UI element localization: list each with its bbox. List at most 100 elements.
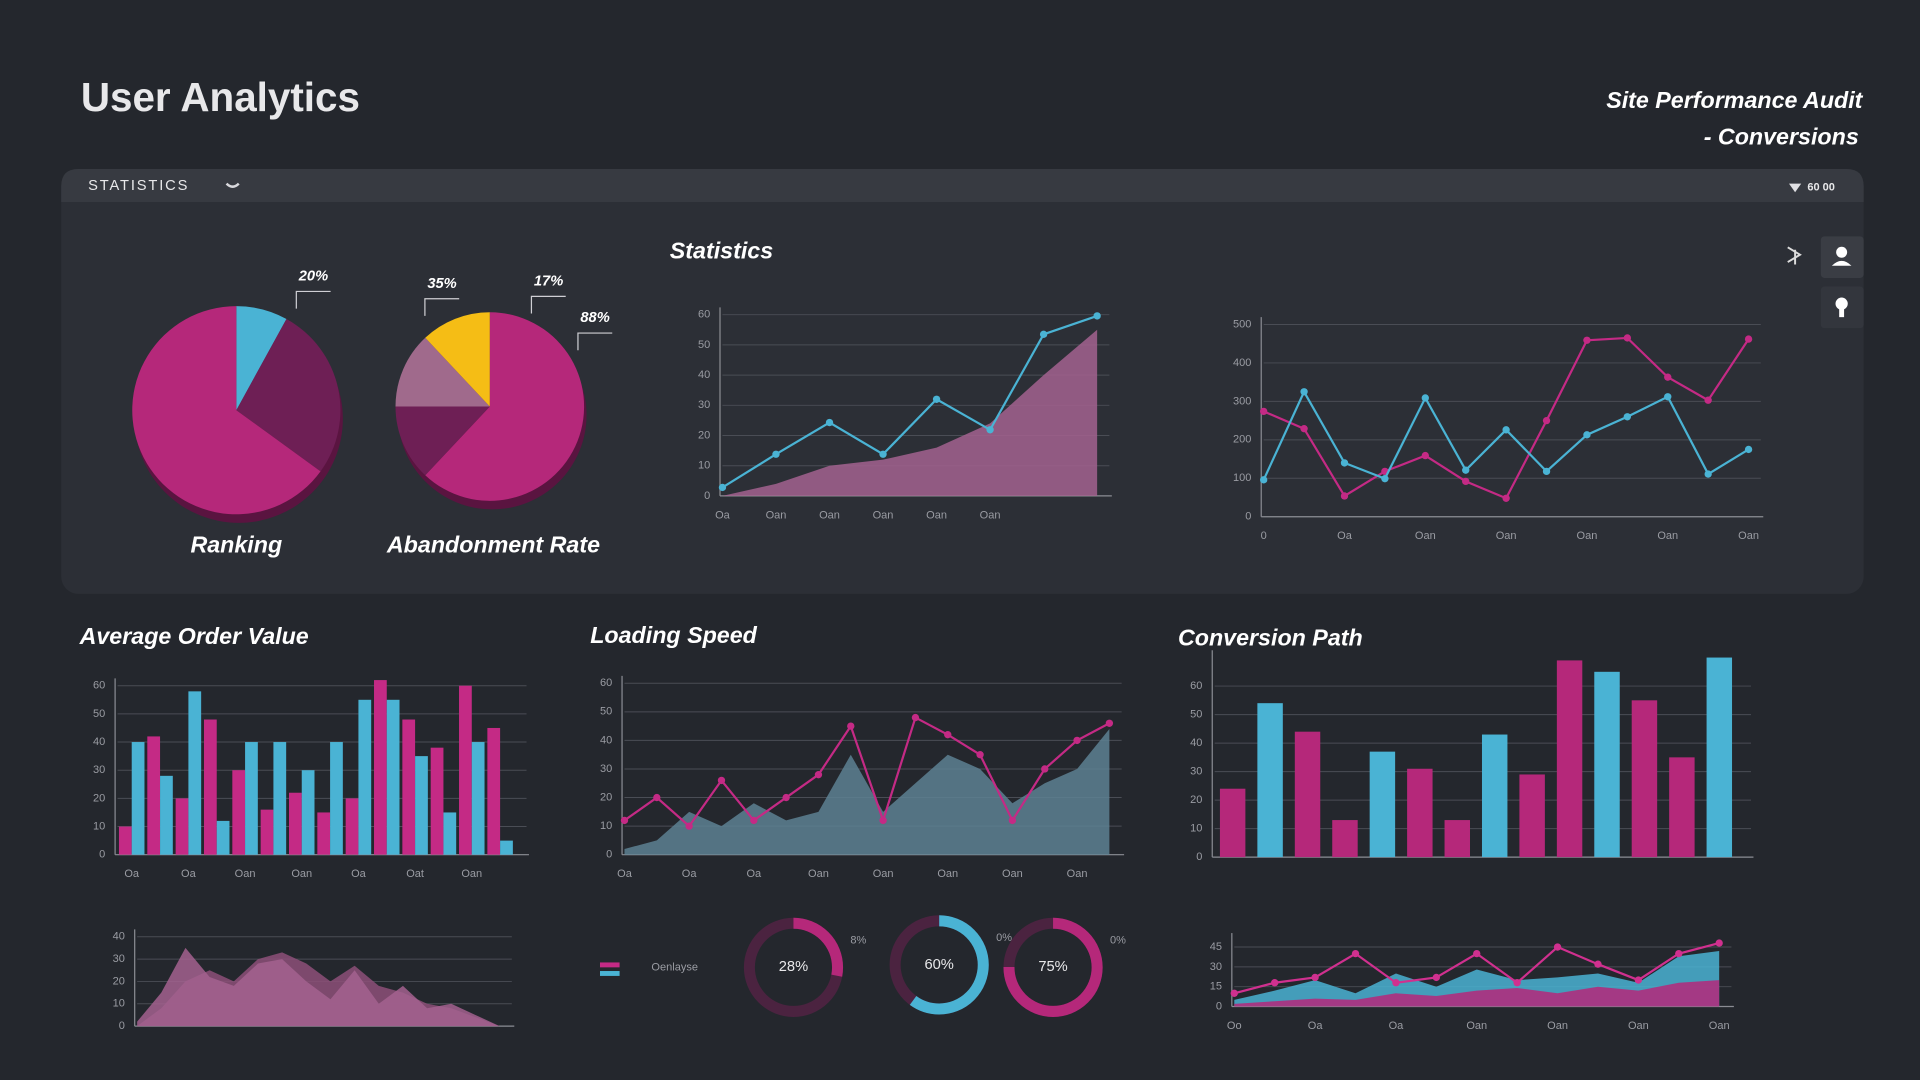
x-tick-label: Oa xyxy=(682,868,698,880)
point xyxy=(1513,979,1521,987)
y-tick-label: 0 xyxy=(606,849,612,861)
chart-title: Average Order Value xyxy=(79,623,309,649)
y-tick-label: 20 xyxy=(1190,794,1202,806)
y-tick-label: 60 xyxy=(1190,680,1202,692)
point xyxy=(1744,335,1753,343)
area xyxy=(624,728,1110,855)
point xyxy=(1462,477,1470,486)
leader-line xyxy=(577,332,613,351)
x-tick-label: Oan xyxy=(1657,530,1678,542)
x-tick-label: 0 xyxy=(1261,530,1267,542)
toolbar-dropdown[interactable]: STATISTICS xyxy=(88,178,189,194)
chart-title: Statistics xyxy=(670,237,773,263)
point xyxy=(1351,949,1360,958)
bar xyxy=(1369,751,1396,858)
bar xyxy=(175,798,189,855)
point xyxy=(1473,949,1481,958)
donut-side-label: 8% xyxy=(850,934,866,946)
pie-title: Ranking xyxy=(190,531,282,557)
point xyxy=(1421,394,1429,402)
subtitle: Site Performance Audit xyxy=(1606,87,1863,113)
pie-slice xyxy=(395,337,490,407)
point xyxy=(620,816,629,825)
donut-side-label: 0% xyxy=(996,932,1012,944)
point xyxy=(1340,492,1349,500)
chevron[interactable] xyxy=(225,182,240,188)
x-tick-label: Oan xyxy=(808,868,829,880)
bar xyxy=(1332,820,1358,858)
bulb-icon xyxy=(1839,308,1845,318)
legend-swatch xyxy=(600,971,620,976)
chart-title: Conversion Path xyxy=(1178,624,1363,650)
x-tick-label: Oan xyxy=(1547,1020,1568,1032)
y-tick-label: 30 xyxy=(1190,766,1202,778)
pie-annotation: 35% xyxy=(427,276,456,292)
bar xyxy=(415,756,428,855)
y-tick-label: 40 xyxy=(113,931,125,943)
point xyxy=(1634,976,1643,984)
donut-label: 75% xyxy=(1038,959,1067,975)
x-tick-label: Oan xyxy=(1002,868,1023,880)
x-tick-label: Oan xyxy=(1067,868,1088,880)
user-icon xyxy=(1836,246,1848,258)
pie-slice xyxy=(425,312,490,407)
point xyxy=(814,771,823,779)
x-tick-label: Oa xyxy=(1337,530,1353,542)
point xyxy=(986,426,994,434)
point xyxy=(1664,393,1672,401)
x-tick-label: Oan xyxy=(1709,1020,1730,1032)
point xyxy=(1623,413,1632,421)
point xyxy=(1260,407,1268,416)
point xyxy=(1093,312,1101,320)
bar xyxy=(288,792,302,855)
bar xyxy=(1257,703,1283,858)
x-tick-label: Oan xyxy=(461,868,482,880)
x-tick-label: Oa xyxy=(715,509,731,521)
share-icon[interactable] xyxy=(1787,246,1802,265)
y-tick-label: 0 xyxy=(1216,1000,1222,1012)
bar xyxy=(160,775,173,855)
x-tick-label: Oan xyxy=(1415,530,1436,542)
legend-label: Oenlayse xyxy=(651,961,698,973)
point xyxy=(1340,459,1349,467)
y-tick-label: 30 xyxy=(1210,961,1222,973)
point xyxy=(879,816,887,825)
y-tick-label: 500 xyxy=(1233,318,1251,330)
line xyxy=(623,715,1110,828)
point xyxy=(1432,973,1440,982)
x-tick-label: Oan xyxy=(937,868,958,880)
point xyxy=(1041,765,1049,773)
point xyxy=(1230,989,1238,997)
bar xyxy=(260,809,274,855)
point xyxy=(1583,431,1591,439)
user-icon xyxy=(1831,260,1852,266)
point xyxy=(1105,719,1114,727)
bar xyxy=(147,736,161,855)
point xyxy=(1744,445,1753,454)
bar xyxy=(317,812,331,855)
y-tick-label: 50 xyxy=(1190,708,1202,720)
point xyxy=(1675,949,1683,958)
point xyxy=(825,418,834,427)
bar xyxy=(1519,774,1545,858)
bar xyxy=(1407,768,1433,858)
x-tick-label: Oan xyxy=(291,868,312,880)
y-tick-label: 30 xyxy=(113,953,125,965)
bar xyxy=(245,742,258,855)
x-tick-label: Oan xyxy=(1628,1020,1649,1032)
point xyxy=(879,450,887,458)
y-tick-label: 60 xyxy=(93,680,105,692)
filter-icon[interactable] xyxy=(1788,183,1802,193)
point xyxy=(1502,494,1510,502)
bar xyxy=(273,742,287,855)
bar xyxy=(443,812,457,855)
y-tick-label: 10 xyxy=(1190,823,1202,835)
bar xyxy=(386,699,400,855)
x-tick-label: Oan xyxy=(926,509,947,521)
y-tick-label: 0 xyxy=(99,849,105,861)
point xyxy=(1704,470,1712,478)
subtitle: - Conversions xyxy=(1704,124,1859,150)
y-tick-label: 100 xyxy=(1233,472,1251,484)
